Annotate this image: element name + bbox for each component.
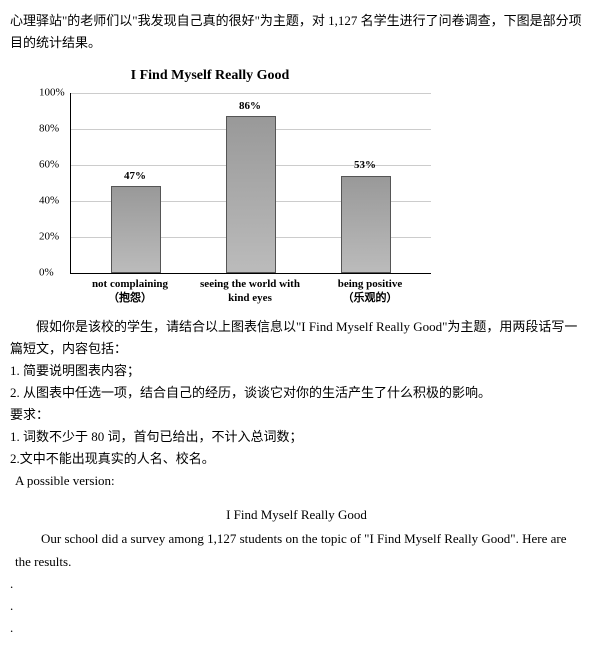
intro-text: 心理驿站"的老师们以"我发现自己真的很好"为主题，对 1,127 名学生进行了问… — [10, 10, 583, 54]
y-tick-label: 60% — [39, 156, 59, 175]
essay-title: I Find Myself Really Good — [10, 504, 583, 526]
bar-value-label: 53% — [341, 156, 389, 175]
y-tick-label: 0% — [39, 264, 54, 283]
blank-line: . — [10, 573, 583, 595]
bar-chart: 0%20%40%60%80%100%47%86%53% — [70, 93, 431, 274]
content-point-2: 2. 从图表中任选一项，结合自己的经历，谈谈它对你的生活产生了什么积极的影响。 — [10, 382, 583, 404]
x-category-label: seeing the world with kind eyes — [190, 274, 310, 306]
y-tick-label: 80% — [39, 120, 59, 139]
chart-bar — [226, 116, 276, 273]
bar-value-label: 86% — [226, 97, 274, 116]
chart-container: I Find Myself Really Good 0% 20% 40% 60% 80%… — [40, 64, 583, 305]
requirement-2: 2.文中不能出现真实的人名、校名。 — [10, 448, 583, 470]
y-tick-label: 100% — [39, 84, 65, 103]
chart-bar — [111, 186, 161, 273]
bar-value-label: 47% — [111, 167, 159, 186]
chart-title: I Find Myself Really Good — [40, 64, 380, 88]
blank-line: . — [10, 617, 583, 639]
blank-line: . — [10, 595, 583, 617]
x-category-label: being positive（乐观的） — [310, 274, 430, 306]
content-point-1: 1. 简要说明图表内容； — [10, 360, 583, 382]
x-category-label: not complaining（抱怨） — [70, 274, 190, 306]
requirements-label: 要求： — [10, 404, 583, 426]
y-tick-label: 40% — [39, 192, 59, 211]
gridline — [71, 93, 431, 94]
x-axis-labels: not complaining（抱怨）seeing the world with… — [70, 274, 430, 306]
chart-bar — [341, 176, 391, 273]
requirement-1: 1. 词数不少于 80 词，首句已给出，不计入总词数； — [10, 426, 583, 448]
task-prompt: 假如你是该校的学生，请结合以上图表信息以"I Find Myself Reall… — [10, 316, 583, 360]
possible-version-label: A possible version: — [15, 470, 583, 492]
y-tick-label: 20% — [39, 228, 59, 247]
essay-first-sentence: Our school did a survey among 1,127 stud… — [15, 528, 583, 572]
